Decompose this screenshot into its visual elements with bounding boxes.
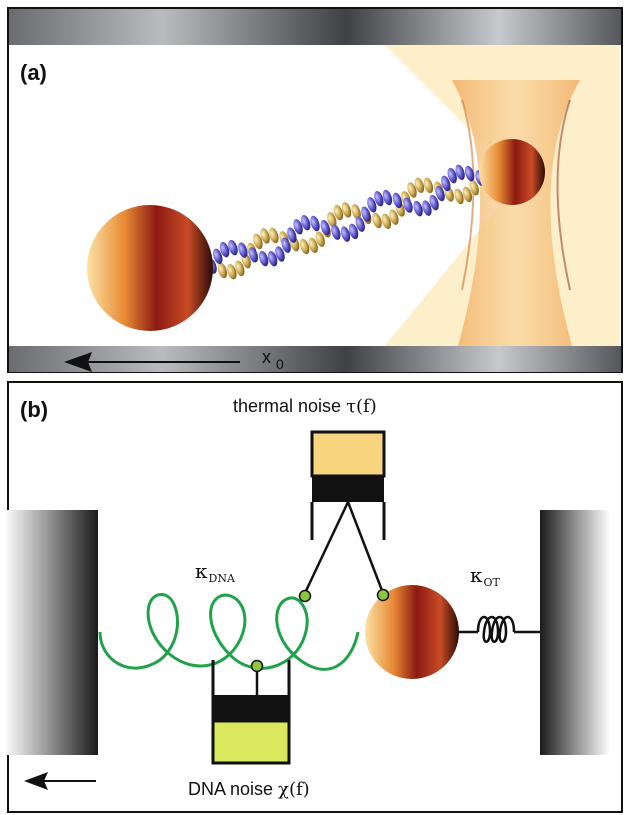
- dna-noise-damper-icon: [211, 660, 291, 765]
- dna-strand-b-segment: [275, 246, 285, 262]
- dna-strand-b-segment: [374, 190, 384, 207]
- dna-strand-a-segment: [381, 213, 391, 230]
- dna-strand-b-segment: [293, 219, 303, 235]
- dna-strand-a-segment: [407, 182, 417, 198]
- dna-strand-b-segment: [435, 185, 445, 202]
- dna-strand-b-segment: [320, 219, 330, 236]
- dna-strand-a-segment: [253, 233, 263, 250]
- dna-strand-a-segment: [341, 202, 352, 218]
- dna-strand-a-segment: [235, 260, 245, 277]
- dna-strand-b-segment: [287, 227, 297, 243]
- dna-strand-a-segment: [315, 231, 325, 247]
- optical-trap-spring-icon: [459, 615, 540, 643]
- right-wall: [540, 510, 610, 755]
- dna-strand-b-segment: [213, 248, 223, 265]
- dna-spring-icon: [98, 593, 360, 671]
- top-glass-surface: [9, 9, 621, 45]
- dna-strand-b-segment: [267, 250, 278, 267]
- dna-noise-label: DNA noise χ(f): [188, 779, 310, 800]
- trapped-bead-icon: [479, 139, 545, 205]
- dna-strand-a-segment: [217, 262, 228, 279]
- dna-strand-b-segment: [447, 167, 457, 184]
- dna-strand-a-segment: [227, 263, 237, 280]
- dna-strand-a-segment: [454, 188, 464, 205]
- laser-cone-icon: [385, 45, 620, 346]
- left-wall: [4, 510, 98, 755]
- dna-strand-b-segment: [331, 224, 341, 240]
- dna-strand-b-segment: [403, 197, 413, 213]
- panel-b-label: (b): [20, 397, 48, 422]
- spring-node-lower: [250, 659, 264, 673]
- bead-icon: [365, 585, 459, 679]
- dna-strand-b-segment: [258, 250, 269, 267]
- spring-node-upper: [298, 589, 312, 603]
- large-bead-icon: [87, 205, 213, 331]
- dna-strand-b-segment: [340, 226, 351, 242]
- arrow-left-icon: [64, 352, 240, 372]
- bottom-glass-surface: [9, 346, 621, 372]
- dna-strand-a-segment: [269, 227, 279, 244]
- dna-strand-a-segment: [333, 204, 344, 221]
- dna-strand-b-segment: [310, 215, 320, 232]
- arrow-left-icon: [24, 772, 96, 790]
- dna-strand-a-segment: [423, 177, 434, 194]
- dna-strand-a-segment: [389, 209, 399, 225]
- dna-strand-b-segment: [301, 214, 311, 231]
- dna-strand-b-segment: [392, 192, 403, 209]
- dna-strand-b-segment: [422, 200, 432, 216]
- dna-strand-b-segment: [348, 223, 359, 240]
- dna-strand-b-segment: [238, 242, 248, 258]
- dna-strand-b-segment: [355, 216, 365, 232]
- dna-strand-a-segment: [469, 179, 479, 196]
- thermal-noise-label: thermal noise τ(f): [233, 396, 377, 417]
- panel-b: (b) thermal noise τ(f) κDNA κOT: [4, 381, 623, 813]
- dna-strand-a-segment: [462, 186, 473, 203]
- dna-strand-a-segment: [260, 228, 270, 244]
- dna-strand-a-segment: [308, 237, 318, 254]
- dna-strand-a-segment: [327, 212, 337, 228]
- bead-node: [376, 588, 390, 602]
- dna-strand-b-segment: [248, 247, 258, 263]
- dna-strand-b-segment: [413, 200, 423, 217]
- thermal-noise-damper-icon: [303, 430, 386, 594]
- dna-strand-b-segment: [367, 197, 377, 213]
- dna-strand-a-segment: [414, 177, 425, 194]
- dna-strand-a-segment: [372, 212, 382, 229]
- dna-strand-a-segment: [351, 204, 361, 220]
- dna-strand-b-segment: [464, 165, 475, 182]
- kappa-dna-label: κDNA: [195, 559, 236, 585]
- dna-strand-b-segment: [361, 206, 371, 222]
- dna-strand-b-segment: [441, 175, 451, 192]
- kappa-ot-label: κOT: [470, 563, 501, 589]
- dna-strand-a-segment: [299, 238, 310, 255]
- dna-strand-b-segment: [455, 164, 465, 181]
- dna-strand-b-segment: [281, 237, 291, 253]
- dna-strand-b-segment: [429, 194, 439, 211]
- dna-strand-b-segment: [382, 189, 393, 206]
- dna-strand-b-segment: [219, 241, 230, 258]
- dna-strand-b-segment: [228, 239, 238, 256]
- panel-a-label: (a): [20, 60, 47, 85]
